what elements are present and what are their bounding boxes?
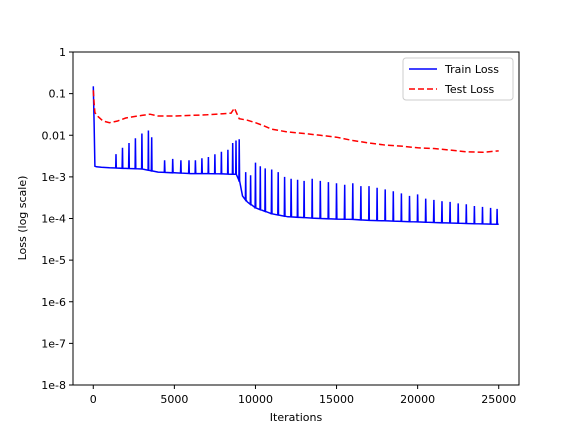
y-tick-label: 0.1 — [49, 88, 67, 101]
x-tick-label: 25000 — [481, 393, 516, 406]
y-tick-label: 1e-6 — [41, 296, 66, 309]
y-tick-label: 0.01 — [42, 129, 67, 142]
y-tick-label: 1e-7 — [41, 337, 66, 350]
y-tick-label: 1e-8 — [41, 379, 66, 392]
legend-test-label: Test Loss — [444, 83, 495, 96]
x-tick-label: 15000 — [319, 393, 354, 406]
test-loss-line — [92, 90, 499, 154]
x-tick-label: 20000 — [400, 393, 435, 406]
x-tick-label: 5000 — [160, 393, 188, 406]
legend-train-label: Train Loss — [444, 63, 499, 76]
plot-frame — [72, 51, 520, 386]
y-tick-label: 1e-5 — [41, 254, 66, 267]
train-loss-line — [92, 86, 499, 225]
x-tick-label: 10000 — [238, 393, 273, 406]
x-tick-label: 0 — [90, 393, 97, 406]
y-axis-label: Loss (log scale) — [16, 176, 29, 261]
y-tick-label: 1 — [59, 46, 66, 59]
y-tick-label: 1e-4 — [41, 213, 66, 226]
x-axis-label: Iterations — [270, 411, 323, 424]
legend: Train Loss Test Loss — [402, 57, 514, 101]
y-tick-label: 1e-3 — [41, 171, 66, 184]
